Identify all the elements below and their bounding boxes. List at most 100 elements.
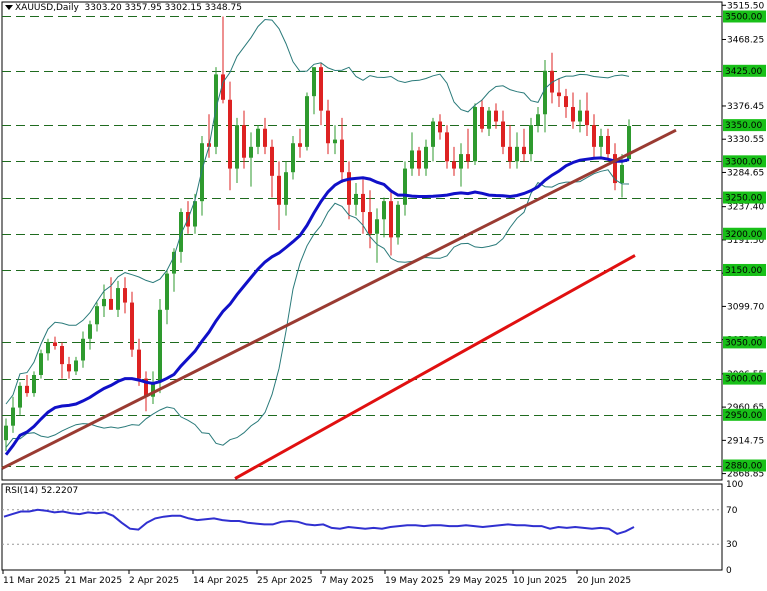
candle-body: [368, 212, 372, 234]
rsi-line: [3, 508, 635, 535]
candle-body: [445, 132, 449, 162]
level-tag-label: 3500.00: [725, 12, 762, 22]
candle-body: [270, 146, 274, 176]
candle-body: [284, 172, 288, 205]
candle-body: [417, 150, 421, 169]
chart-header: XAUUSD,Daily 3303.20 3357.95 3302.15 334…: [5, 3, 242, 13]
candle-body: [396, 204, 400, 238]
symbol-menu-icon[interactable]: [5, 5, 13, 10]
time-axis: 11 Mar 2025 21 Mar 2025 2 Apr 2025 14 Apr 2…: [2, 570, 631, 586]
candle-body: [571, 107, 575, 122]
time-tick-label: 25 Apr 2025: [257, 576, 313, 586]
candle-body: [123, 288, 127, 303]
sma-50-line: [4, 156, 630, 456]
level-tag-label: 3150.00: [725, 266, 762, 276]
time-tick-label: 2 Apr 2025: [129, 576, 179, 586]
level-tag: 3500.00: [723, 10, 766, 23]
time-tick-label: 11 Mar 2025: [3, 576, 60, 586]
candle-body: [137, 349, 141, 379]
symbol-label: XAUUSD,Daily: [15, 3, 79, 13]
candle-body: [354, 193, 358, 205]
rsi-scale-label: 30: [726, 540, 738, 550]
candle-body: [501, 121, 505, 147]
candle-body: [613, 154, 617, 184]
candle-body: [298, 143, 302, 147]
level-tag-label: 2880.00: [725, 462, 762, 472]
candle-body: [151, 382, 155, 397]
candle-body: [46, 342, 50, 354]
level-tag-label: 3425.00: [725, 67, 762, 77]
level-tag-label: 3050.00: [725, 338, 762, 348]
price-tick-label: 2868.85: [727, 470, 764, 480]
candle-body: [193, 201, 197, 227]
candle-body: [389, 201, 393, 238]
candle-body: [102, 298, 106, 307]
candle-body: [557, 92, 561, 97]
level-tag-bg: [723, 459, 766, 472]
level-tag: 2950.00: [723, 408, 766, 421]
price-panel: [1, 1, 723, 481]
candle-body: [291, 143, 295, 173]
ohlc-values: 3303.20 3357.95 3302.15 3348.75: [84, 3, 242, 13]
candle-body: [67, 364, 71, 372]
candle-body: [459, 154, 463, 169]
time-tick-label: 19 May 2025: [385, 576, 444, 586]
price-tick-label: 2914.75: [727, 436, 764, 446]
price-tick-label: 3099.70: [727, 302, 764, 312]
rsi-scale-label: 70: [726, 506, 738, 516]
candle-body: [564, 96, 568, 108]
candle-body: [172, 251, 176, 274]
level-tag-bg: [723, 227, 766, 240]
candle-body: [480, 107, 484, 129]
candle-body: [109, 298, 113, 310]
candle-body: [130, 302, 134, 350]
level-tag-label: 3200.00: [725, 230, 762, 240]
level-tag: 3300.00: [723, 155, 766, 168]
candle-body: [11, 407, 15, 426]
rsi-scale-label: 0: [726, 566, 732, 576]
candle-body: [403, 168, 407, 205]
candle-body: [88, 324, 92, 339]
candle-body: [256, 128, 260, 147]
candle-body: [585, 110, 589, 126]
level-tag: 3200.00: [723, 227, 766, 240]
level-tag: 3000.00: [723, 372, 766, 385]
price-tick-label: 3284.65: [727, 168, 764, 178]
candle-body: [599, 135, 603, 147]
candle-body: [165, 273, 169, 310]
candle-body: [312, 67, 316, 97]
candles: [4, 16, 631, 452]
level-tag: 2880.00: [723, 459, 766, 472]
candle-body: [592, 125, 596, 147]
candle-body: [221, 74, 225, 100]
candle-body: [179, 212, 183, 252]
candle-body: [235, 125, 239, 169]
candle-body: [452, 161, 456, 169]
level-tag-bg: [723, 336, 766, 349]
time-tick-label: 21 Mar 2025: [65, 576, 122, 586]
level-tag: 3250.00: [723, 191, 766, 204]
candle-body: [242, 125, 246, 158]
level-tag: 3425.00: [723, 64, 766, 77]
candle-body: [515, 146, 519, 162]
candle-body: [606, 135, 610, 155]
rsi-scale-label: 100: [726, 480, 743, 490]
level-tag-bg: [723, 10, 766, 23]
price-tick-label: 3376.45: [727, 102, 764, 112]
candle-body: [361, 193, 365, 213]
candle-body: [326, 110, 330, 144]
level-tag-label: 3000.00: [725, 375, 762, 385]
candle-body: [32, 374, 36, 394]
candle-body: [53, 342, 57, 347]
level-tag-bg: [723, 372, 766, 385]
level-tag-bg: [723, 119, 766, 132]
price-tick-label: 3237.40: [727, 203, 764, 213]
candle-body: [522, 146, 526, 155]
candle-body: [228, 99, 232, 169]
level-tag-label: 3250.00: [725, 194, 762, 204]
candle-body: [382, 201, 386, 220]
time-tick-label: 20 Jun 2025: [577, 576, 631, 586]
candle-body: [508, 146, 512, 162]
candle-body: [550, 70, 554, 93]
